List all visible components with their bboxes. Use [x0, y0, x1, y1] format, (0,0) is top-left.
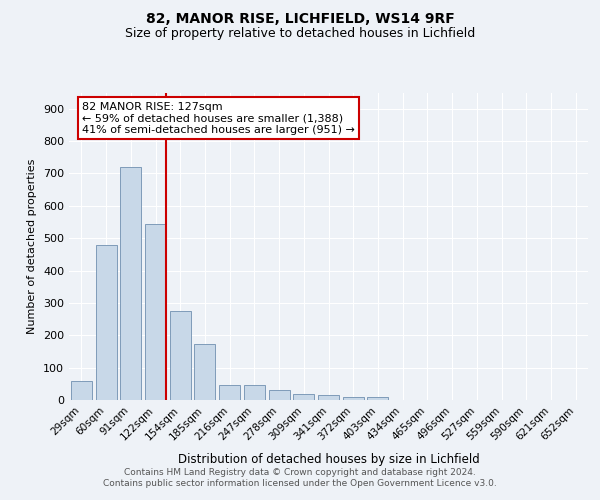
Bar — [343, 398, 364, 400]
Bar — [367, 398, 388, 400]
Bar — [244, 385, 265, 400]
Bar — [71, 380, 92, 400]
Y-axis label: Number of detached properties: Number of detached properties — [28, 158, 37, 334]
Bar — [120, 167, 141, 400]
Bar — [170, 311, 191, 400]
Text: 82 MANOR RISE: 127sqm
← 59% of detached houses are smaller (1,388)
41% of semi-d: 82 MANOR RISE: 127sqm ← 59% of detached … — [82, 102, 355, 135]
Bar — [293, 394, 314, 400]
Bar — [145, 224, 166, 400]
Text: Size of property relative to detached houses in Lichfield: Size of property relative to detached ho… — [125, 26, 475, 40]
Text: 82, MANOR RISE, LICHFIELD, WS14 9RF: 82, MANOR RISE, LICHFIELD, WS14 9RF — [146, 12, 454, 26]
Text: Contains HM Land Registry data © Crown copyright and database right 2024.
Contai: Contains HM Land Registry data © Crown c… — [103, 468, 497, 487]
X-axis label: Distribution of detached houses by size in Lichfield: Distribution of detached houses by size … — [178, 453, 479, 466]
Bar — [318, 395, 339, 400]
Bar — [194, 344, 215, 400]
Bar — [269, 390, 290, 400]
Bar — [219, 385, 240, 400]
Bar — [95, 244, 116, 400]
